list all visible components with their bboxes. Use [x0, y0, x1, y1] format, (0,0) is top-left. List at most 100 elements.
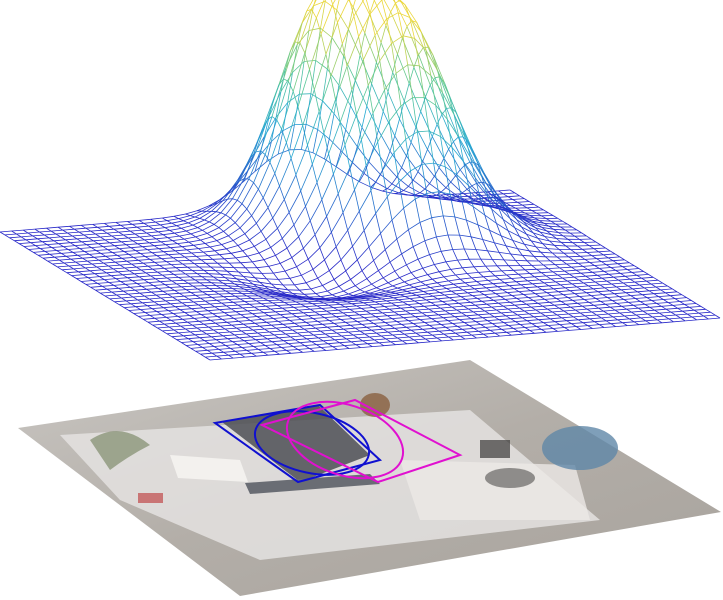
mesh-line [96, 265, 109, 268]
mesh-line [643, 271, 649, 275]
mesh-line [61, 252, 74, 254]
mesh-line [295, 144, 308, 176]
mesh-line [373, 323, 379, 327]
mesh-line [503, 304, 515, 307]
mesh-line [18, 243, 25, 247]
mesh-line [253, 345, 266, 347]
mesh-line [260, 231, 267, 240]
mesh-line [534, 217, 540, 221]
mesh-line [222, 319, 228, 323]
mesh-line [207, 309, 220, 312]
mesh-line [235, 295, 241, 300]
mesh-line [674, 298, 681, 302]
mesh-line [321, 346, 333, 348]
mesh-line [93, 239, 106, 242]
mesh-line [172, 238, 185, 241]
mesh-line [530, 240, 537, 248]
mesh-line [220, 342, 226, 346]
mesh-line [81, 280, 93, 282]
mesh-line [359, 313, 371, 316]
mesh-line [51, 229, 63, 232]
mesh-line [400, 306, 413, 309]
mesh-line [257, 128, 263, 142]
mesh-line [523, 221, 536, 228]
mesh-line [606, 263, 618, 265]
mesh-line [304, 345, 310, 349]
mesh-line [407, 304, 413, 308]
mesh-line [259, 281, 265, 287]
mesh-line [408, 222, 421, 231]
mesh-line [541, 329, 547, 333]
mesh-line [363, 317, 370, 321]
mesh-line [386, 299, 399, 302]
mesh-line [526, 207, 532, 211]
mesh-line [121, 240, 134, 243]
mesh-line [419, 65, 432, 76]
mesh-line [430, 340, 442, 343]
mesh-line [522, 316, 534, 319]
mesh-line [461, 198, 474, 208]
mesh-line [271, 323, 284, 326]
mesh-line [178, 332, 184, 337]
mesh-line [526, 206, 539, 209]
mesh-line [397, 53, 410, 84]
mesh-line [323, 99, 336, 134]
mesh-line [404, 332, 416, 335]
mesh-line [479, 197, 486, 216]
mesh-line [179, 235, 185, 240]
mesh-line [526, 302, 539, 305]
mesh-line [607, 296, 620, 298]
mesh-line [97, 226, 103, 231]
mesh-line [215, 339, 222, 343]
mesh-line [389, 324, 402, 326]
mesh-line [258, 162, 271, 190]
mesh-line [519, 236, 525, 245]
mesh-line [252, 283, 265, 287]
mesh-line [424, 240, 430, 255]
mesh-line [580, 328, 593, 330]
mesh-line [158, 248, 164, 253]
mesh-line [338, 325, 344, 330]
mesh-line [469, 200, 474, 202]
mesh-line [437, 297, 450, 300]
mesh-line [391, 219, 398, 240]
mesh-line [245, 317, 251, 321]
mesh-line [315, 290, 328, 294]
mesh-line [181, 301, 194, 304]
mesh-line [458, 301, 471, 304]
mesh-line [222, 318, 234, 320]
mesh-line [361, 260, 374, 272]
mesh-line [320, 33, 327, 55]
mesh-line [517, 330, 524, 335]
mesh-line [466, 188, 479, 200]
mesh-line [203, 323, 209, 328]
mesh-line [380, 25, 387, 43]
mesh-line [513, 269, 519, 275]
mesh-line [98, 242, 110, 245]
mesh-line [325, 54, 332, 77]
mesh-line [58, 242, 71, 245]
mesh-line [180, 270, 186, 275]
mesh-line [469, 161, 482, 183]
mesh-line [281, 91, 294, 130]
mesh-line [189, 276, 196, 281]
mesh-line [487, 319, 500, 321]
mesh-line [632, 288, 638, 293]
mesh-line [276, 81, 289, 121]
mesh-line [290, 41, 296, 51]
mesh-line [185, 345, 192, 349]
mesh-line [142, 246, 148, 250]
mesh-line [355, 295, 368, 298]
mesh-line [484, 310, 490, 315]
mesh-line [294, 94, 300, 125]
mesh-line [180, 325, 186, 330]
mesh-line [67, 231, 80, 234]
mesh-line [400, 307, 406, 312]
mesh-line [436, 337, 443, 342]
mesh-line [393, 296, 406, 299]
mesh-line [197, 288, 210, 290]
mesh-line [455, 332, 461, 337]
mesh-line [247, 252, 260, 257]
mesh-line [177, 259, 190, 262]
mesh-line [509, 284, 521, 287]
